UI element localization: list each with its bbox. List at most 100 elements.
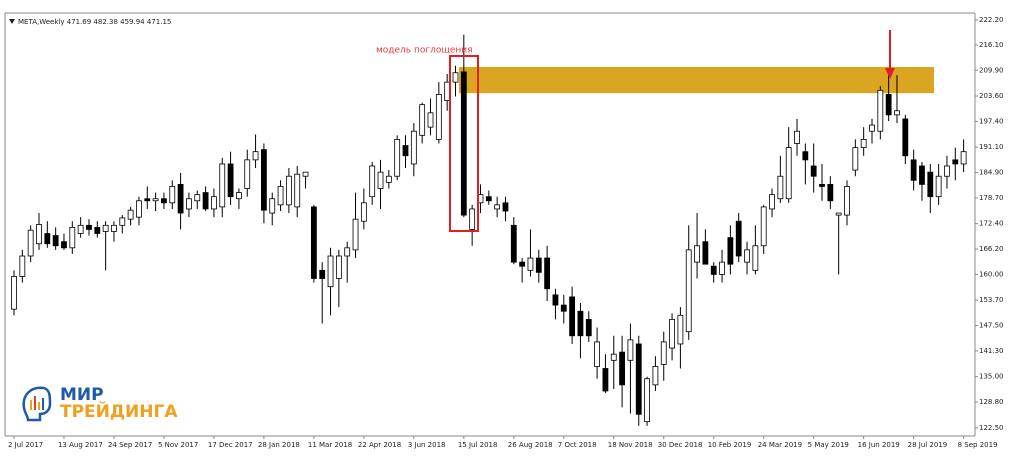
- candle-body: [236, 192, 242, 200]
- pattern-box: [449, 55, 479, 232]
- candles: [11, 34, 967, 426]
- candle-body: [577, 310, 584, 337]
- x-tick-label: 16 Jun 2019: [858, 441, 900, 449]
- candle-body: [627, 339, 634, 361]
- candle-body: [394, 139, 401, 177]
- candle-body: [352, 218, 359, 251]
- candle-body: [427, 112, 434, 128]
- candle-body: [136, 200, 142, 218]
- candle-body: [877, 89, 884, 132]
- candle-body: [844, 186, 850, 216]
- candle-body: [669, 319, 675, 349]
- candle-body: [752, 245, 759, 271]
- candle-body: [169, 186, 176, 204]
- candle-body: [211, 196, 217, 210]
- x-tick-label: 30 Dec 2018: [658, 441, 703, 449]
- chart-header: META,Weekly 471.69 482.38 459.94 471.15: [18, 18, 171, 26]
- candle-body: [594, 341, 600, 367]
- x-tick-label: 28 Jan 2018: [258, 441, 300, 449]
- candle-body: [52, 235, 59, 247]
- candle-body: [744, 249, 750, 263]
- highlight-zone: [459, 67, 934, 94]
- candle-body: [452, 72, 459, 83]
- candle-body: [194, 194, 201, 202]
- candle-body: [186, 198, 192, 210]
- candle-body: [227, 163, 234, 198]
- candle-body: [435, 94, 442, 140]
- x-tick-label: 5 May 2019: [808, 441, 849, 449]
- y-tick-label: 197.40: [979, 117, 1004, 125]
- zone-layer: [459, 67, 934, 94]
- candle-body: [119, 217, 126, 226]
- candle-body: [61, 241, 67, 249]
- candle-body: [86, 224, 92, 230]
- y-tick-label: 203.60: [979, 92, 1004, 100]
- candle-body: [444, 81, 451, 101]
- x-tick-label: 24 Sep 2017: [108, 441, 152, 449]
- candle-body: [552, 294, 559, 306]
- candle-body: [77, 224, 84, 234]
- candle-body: [960, 151, 967, 165]
- candle-body: [644, 378, 650, 423]
- y-tick-label: 160.00: [979, 270, 1004, 278]
- y-tick-label: 135.00: [979, 373, 1004, 381]
- candle-body: [535, 257, 542, 273]
- x-tick-label: 24 Mar 2019: [758, 441, 802, 449]
- y-tick-label: 209.90: [979, 66, 1004, 74]
- candle-body: [735, 220, 742, 257]
- candle-body: [344, 247, 351, 257]
- candle-body: [560, 304, 567, 312]
- candle-body: [802, 151, 809, 161]
- y-tick-label: 128.80: [979, 398, 1004, 406]
- candle-body: [327, 255, 334, 288]
- y-tick-label: 141.30: [979, 347, 1004, 355]
- candle-body: [935, 175, 942, 198]
- candle-body: [377, 171, 384, 189]
- y-tick-label: 147.50: [979, 322, 1004, 330]
- candle-body: [885, 94, 892, 116]
- candle-body: [660, 341, 667, 365]
- x-tick-label: 22 Apr 2018: [358, 441, 401, 449]
- candle-body: [944, 165, 950, 177]
- candle-body: [760, 206, 767, 247]
- y-tick-label: 216.10: [979, 41, 1004, 49]
- candle-body: [894, 110, 900, 116]
- candle-body: [769, 194, 775, 210]
- candle-body: [252, 151, 259, 161]
- candle-body: [319, 269, 326, 279]
- candle-body: [177, 184, 184, 214]
- x-tick-label: 26 Aug 2018: [508, 441, 553, 449]
- x-tick-label: 5 Nov 2017: [158, 441, 198, 449]
- candle-body: [335, 255, 342, 279]
- candle-body: [369, 165, 376, 198]
- candle-body: [260, 149, 267, 211]
- menu-triangle: [9, 19, 15, 24]
- candle-body: [635, 343, 642, 415]
- candle-body: [460, 71, 467, 216]
- candle-body: [527, 257, 534, 271]
- candle-body: [685, 249, 692, 333]
- x-tick-label: 18 Nov 2018: [608, 441, 653, 449]
- candle-body: [94, 226, 101, 234]
- candle-body: [310, 206, 317, 279]
- candle-body: [419, 104, 426, 136]
- candle-body: [161, 198, 167, 204]
- x-tick-label: 8 Sep 2019: [958, 441, 998, 449]
- candle-body: [569, 296, 576, 337]
- arrow-head: [885, 68, 895, 79]
- candle-body: [810, 165, 817, 177]
- candle-body: [152, 198, 159, 202]
- candle-body: [719, 261, 725, 275]
- candle-body: [835, 212, 842, 216]
- candle-body: [544, 257, 551, 290]
- candle-body: [102, 224, 109, 232]
- candle-body: [710, 265, 717, 275]
- candle-body: [485, 196, 492, 202]
- candle-body: [285, 175, 292, 206]
- candle-body: [69, 226, 76, 249]
- candle-body: [494, 204, 501, 210]
- candle-body: [519, 261, 526, 267]
- logo: МИР ТРЕЙДИНГА: [22, 385, 178, 422]
- candle-body: [277, 186, 284, 206]
